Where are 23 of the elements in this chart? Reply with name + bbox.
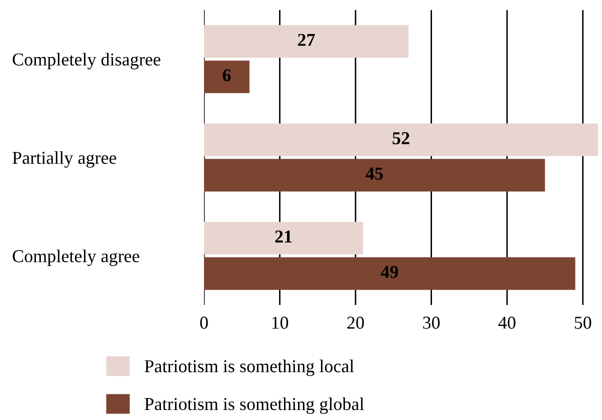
legend-label: Patriotism is something global [144, 397, 364, 414]
bar [204, 25, 409, 58]
bar [204, 124, 598, 156]
y-tick-label: Partially agree [12, 151, 116, 168]
data-label: 21 [275, 230, 292, 242]
x-tick-label: 40 [498, 316, 516, 329]
bar [204, 158, 545, 192]
x-tick-label: 50 [574, 316, 592, 329]
legend-label: Patriotism is something local [144, 360, 354, 376]
x-tick-label: 10 [272, 316, 288, 329]
y-tick-label: Completely disagree [12, 52, 160, 70]
bar [204, 257, 576, 290]
data-label: 27 [298, 34, 315, 46]
data-label: 52 [392, 132, 410, 144]
x-tick-label: 0 [200, 316, 208, 329]
data-label: 6 [222, 69, 231, 82]
data-label: 49 [380, 266, 398, 278]
bar [204, 60, 250, 94]
y-tick-label: Completely agree [12, 250, 140, 266]
x-tick-label: 30 [423, 316, 440, 329]
x-tick-label: 20 [347, 316, 364, 329]
data-label: 45 [366, 168, 383, 180]
bar [204, 222, 364, 254]
